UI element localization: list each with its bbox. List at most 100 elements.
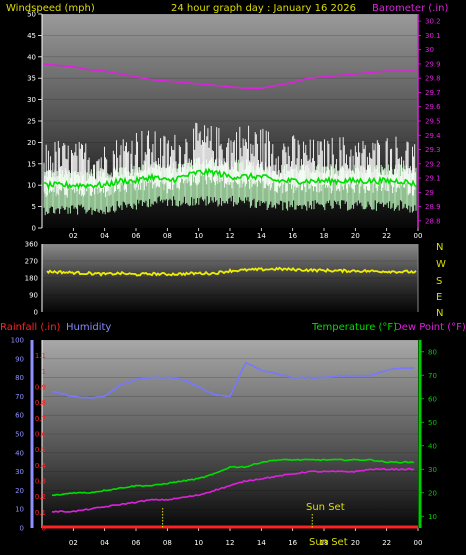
- sunset-label-top: Sun Set: [306, 502, 345, 513]
- temperature-x-tick-label: 22: [382, 539, 391, 547]
- humidity-tick-label: 10: [15, 506, 24, 514]
- dewpoint-title: Dew Point (°F): [394, 322, 466, 333]
- wind-tick-label: 30: [27, 96, 36, 104]
- compass-n-top: N: [436, 242, 443, 253]
- windspeed-line: [43, 122, 417, 198]
- barometer-tick-label: 29.3: [425, 146, 441, 154]
- temperature-tick-label: 20: [428, 489, 437, 497]
- temperature-x-tick-label: 10: [194, 539, 203, 547]
- wind-x-tick-label: 06: [132, 232, 141, 240]
- barometer-tick-label: 28.8: [425, 217, 441, 225]
- dewpoint-line: [51, 467, 415, 513]
- rainfall-tick-label: 0.8: [35, 399, 46, 407]
- rainfall-tick-label: 0.4: [35, 462, 47, 470]
- barometer-tick-label: 29.8: [425, 75, 441, 83]
- wind-tick-label: 40: [27, 53, 36, 61]
- direction-tick-label: 180: [25, 275, 38, 283]
- wind-x-tick-label: 16: [288, 232, 297, 240]
- humidity-tick-label: 40: [15, 449, 24, 457]
- temperature-tick-label: 10: [428, 513, 437, 521]
- temperature-x-tick-label: 18: [320, 539, 329, 547]
- wind-x-tick-label: 00: [414, 232, 423, 240]
- barometer-tick-label: 30.1: [425, 32, 441, 40]
- wind-tick-label: 15: [27, 160, 36, 168]
- humidity-tick-label: 100: [11, 337, 24, 345]
- barometer-tick-label: 30.2: [425, 18, 441, 26]
- humidity-tick-label: 0: [20, 525, 24, 533]
- compass-e: E: [436, 292, 442, 303]
- rainfall-tick-label: 0.1: [35, 509, 46, 517]
- direction-panel: [42, 244, 418, 312]
- temperature-x-tick-label: 16: [288, 539, 297, 547]
- compass-w: W: [436, 259, 446, 270]
- wind-tick-label: 25: [27, 118, 36, 126]
- humidity-tick-label: 30: [15, 468, 24, 476]
- rainfall-tick-label: 0.6: [35, 431, 47, 439]
- humidity-tick-label: 90: [15, 355, 24, 363]
- temperature-line: [51, 458, 415, 497]
- wind-x-tick-label: 02: [69, 232, 78, 240]
- humidity-tick-label: 50: [15, 431, 24, 439]
- barometer-tick-label: 29.6: [425, 103, 441, 111]
- humidity-tick-label: 70: [15, 393, 24, 401]
- barometer-tick-label: 29.7: [425, 89, 441, 97]
- wind-x-tick-label: 20: [351, 232, 360, 240]
- barometer-tick-label: 29.2: [425, 160, 441, 168]
- temperature-x-tick-label: 00: [414, 539, 423, 547]
- wind-tick-label: 35: [27, 75, 36, 83]
- direction-tick-label: 270: [25, 258, 38, 266]
- barometer-line: [43, 63, 416, 89]
- rainfall-tick-label: 0.3: [35, 478, 46, 486]
- wind-tick-label: 10: [27, 182, 36, 190]
- wind-x-tick-label: 18: [320, 232, 329, 240]
- temperature-x-tick-label: 06: [132, 539, 141, 547]
- humidity-tick-label: 20: [15, 487, 24, 495]
- temperature-tick-label: 80: [428, 348, 437, 356]
- temperature-title: Temperature (°F): [311, 322, 397, 333]
- compass-s: S: [436, 276, 442, 287]
- direction-tick-label: 90: [29, 292, 38, 300]
- rainfall-title: Rainfall (.in): [0, 322, 61, 333]
- temperature-tick-label: 60: [428, 395, 437, 403]
- rainfall-tick-label: 0.7: [35, 415, 46, 423]
- wind-tick-label: 45: [27, 32, 36, 40]
- temperature-x-tick-label: 12: [226, 539, 235, 547]
- compass-n-bottom: N: [436, 308, 443, 319]
- wind-x-tick-label: 04: [100, 232, 109, 240]
- wind-x-tick-label: 10: [194, 232, 203, 240]
- humidity-tick-label: 60: [15, 412, 24, 420]
- rainfall-tick-label: 0.9: [35, 384, 46, 392]
- temperature-tick-label: 40: [428, 442, 437, 450]
- barometer-tick-label: 30: [425, 46, 434, 54]
- temperature-x-tick-label: 02: [69, 539, 78, 547]
- temperature-tick-label: 50: [428, 419, 437, 427]
- rainfall-tick-label: 1.1: [35, 352, 46, 360]
- rainfall-tick-label: 1: [42, 368, 46, 376]
- direction-tick-label: 360: [25, 241, 38, 249]
- barometer-tick-label: 29.9: [425, 60, 441, 68]
- wind-tick-label: 0: [32, 225, 36, 233]
- barometer-title: Barometer (.in): [372, 3, 448, 14]
- barometer-tick-label: 29.1: [425, 175, 441, 183]
- windspeed-title: Windspeed (mph): [6, 3, 95, 14]
- barometer-tick-label: 28.9: [425, 203, 441, 211]
- wind-tick-label: 5: [32, 203, 36, 211]
- direction-tick-label: 0: [34, 309, 38, 317]
- sunset-label-bottom: Sun Set: [309, 537, 348, 548]
- barometer-tick-label: 29.5: [425, 118, 441, 126]
- temperature-x-tick-label: 04: [100, 539, 109, 547]
- humidity-title: Humidity: [66, 322, 111, 333]
- wind-average-line: [43, 167, 417, 191]
- temperature-tick-label: 30: [428, 466, 437, 474]
- temperature-x-tick-label: 08: [163, 539, 172, 547]
- temperature-panel: [42, 340, 418, 528]
- wind-x-tick-label: 22: [382, 232, 391, 240]
- graph-title: 24 hour graph day : January 16 2026: [171, 3, 356, 14]
- wind-x-tick-label: 12: [226, 232, 235, 240]
- temperature-x-tick-label: 20: [351, 539, 360, 547]
- wind-x-tick-label: 14: [257, 232, 266, 240]
- rainfall-tick-label: 0.2: [35, 493, 46, 501]
- humidity-tick-label: 80: [15, 374, 24, 382]
